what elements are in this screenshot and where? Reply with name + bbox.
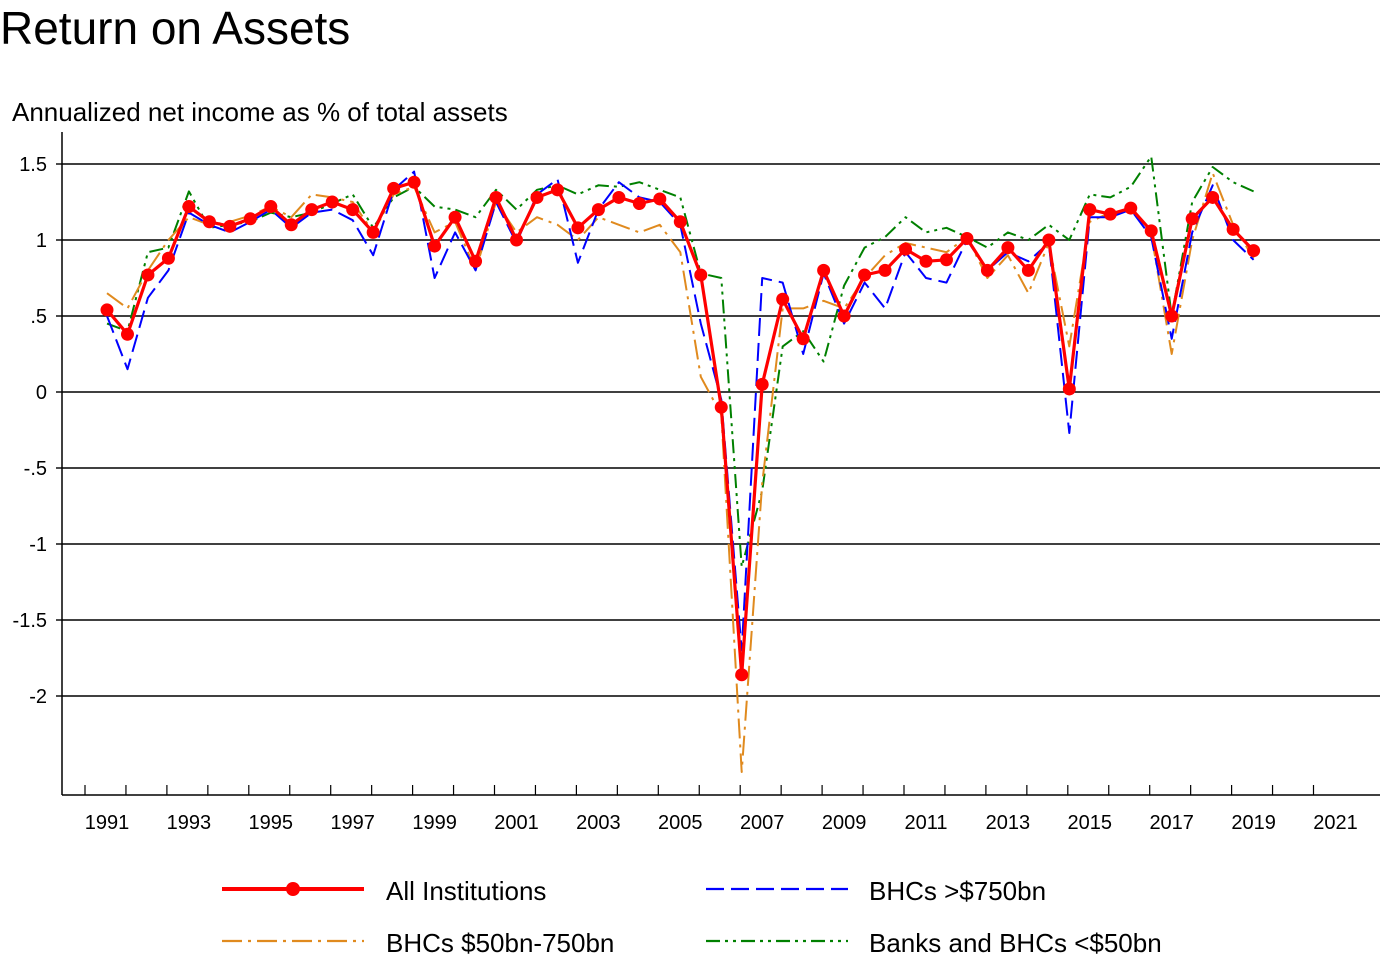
y-tick-label: .5 <box>30 306 47 328</box>
data-point <box>653 192 667 206</box>
data-point <box>939 253 953 267</box>
data-point <box>694 268 708 282</box>
data-point <box>141 268 155 282</box>
x-tick-label: 2021 <box>1313 812 1358 834</box>
chart-subtitle: Annualized net income as % of total asse… <box>12 97 508 127</box>
y-tick-label: 0 <box>36 382 47 404</box>
data-point <box>858 268 872 282</box>
data-point <box>1185 212 1199 226</box>
x-tick-label: 2005 <box>658 812 703 834</box>
data-point <box>510 233 523 247</box>
x-tick-label: 2003 <box>576 812 621 834</box>
data-point <box>120 327 134 341</box>
data-point <box>817 263 831 277</box>
chart-title: Return on Assets <box>0 2 351 54</box>
data-point <box>776 292 790 306</box>
data-point <box>612 190 626 204</box>
data-point <box>1165 309 1179 323</box>
legend-label-banks-under-50bn: Banks and BHCs <$50bn <box>869 928 1162 958</box>
data-point <box>1144 224 1158 238</box>
x-tick-label: 1997 <box>330 812 375 834</box>
x-tick-label: 2019 <box>1231 812 1276 834</box>
data-point <box>161 251 175 265</box>
y-tick-label: 1 <box>36 230 47 252</box>
data-point <box>673 215 687 229</box>
y-tick-label: -2 <box>29 686 47 708</box>
data-point <box>735 668 749 682</box>
data-point <box>980 263 994 277</box>
x-tick-label: 1999 <box>412 812 457 834</box>
data-point <box>387 181 401 195</box>
data-point <box>489 190 503 204</box>
data-point <box>899 242 913 256</box>
data-point <box>1042 233 1056 247</box>
series-line-3 <box>106 155 1255 568</box>
data-point <box>264 200 278 214</box>
data-point <box>1021 263 1035 277</box>
data-point <box>1247 244 1261 258</box>
data-point <box>325 195 339 209</box>
x-tick-label: 1995 <box>249 812 294 834</box>
data-point <box>469 254 483 268</box>
x-tick-label: 2013 <box>986 812 1031 834</box>
data-point <box>346 203 360 217</box>
y-tick-label: -1.5 <box>13 610 47 632</box>
data-point <box>243 212 257 226</box>
x-tick-label: 2001 <box>494 812 539 834</box>
data-point <box>755 377 769 391</box>
data-point <box>714 400 728 414</box>
x-tick-label: 2011 <box>904 812 947 834</box>
series-line-1 <box>106 170 1255 652</box>
data-point <box>1206 190 1220 204</box>
x-tick-label: 2009 <box>822 812 867 834</box>
series-line-2 <box>106 172 1255 773</box>
data-point <box>550 183 564 197</box>
data-point <box>960 231 974 245</box>
legend-label-bhcs-over-750bn: BHCs >$750bn <box>869 876 1047 906</box>
y-tick-label: -1 <box>29 534 47 556</box>
x-tick-label: 1993 <box>167 812 212 834</box>
data-point <box>1124 201 1138 215</box>
x-tick-label: 2015 <box>1068 812 1113 834</box>
x-tick-label: 2007 <box>740 812 785 834</box>
data-point <box>366 225 380 239</box>
data-point <box>202 215 216 229</box>
data-point <box>571 221 585 235</box>
data-point <box>284 218 298 232</box>
data-point <box>530 190 544 204</box>
data-point <box>1103 207 1117 221</box>
x-tick-label: 1991 <box>85 812 130 834</box>
data-point <box>448 210 462 224</box>
data-point <box>878 263 892 277</box>
data-point <box>407 175 421 189</box>
y-tick-label: -.5 <box>24 458 47 480</box>
data-point <box>919 254 933 268</box>
data-point <box>305 203 319 217</box>
data-point <box>1062 382 1076 396</box>
data-point <box>591 203 605 217</box>
data-point <box>428 239 442 253</box>
data-point <box>1226 222 1240 236</box>
data-point <box>182 200 196 214</box>
series-line-0 <box>105 180 1255 677</box>
x-tick-label: 2017 <box>1149 812 1194 834</box>
data-point <box>796 332 810 346</box>
data-point <box>1083 203 1097 217</box>
legend-label-bhcs-50-750bn: BHCs $50bn-750bn <box>386 928 615 958</box>
legend-swatch-marker <box>286 882 300 896</box>
data-point <box>100 303 114 317</box>
data-point <box>632 197 646 211</box>
data-point <box>223 219 237 233</box>
legend-label-all-institutions: All Institutions <box>386 876 547 906</box>
data-point <box>1001 241 1015 255</box>
y-tick-label: 1.5 <box>19 154 47 176</box>
data-point <box>837 309 851 323</box>
